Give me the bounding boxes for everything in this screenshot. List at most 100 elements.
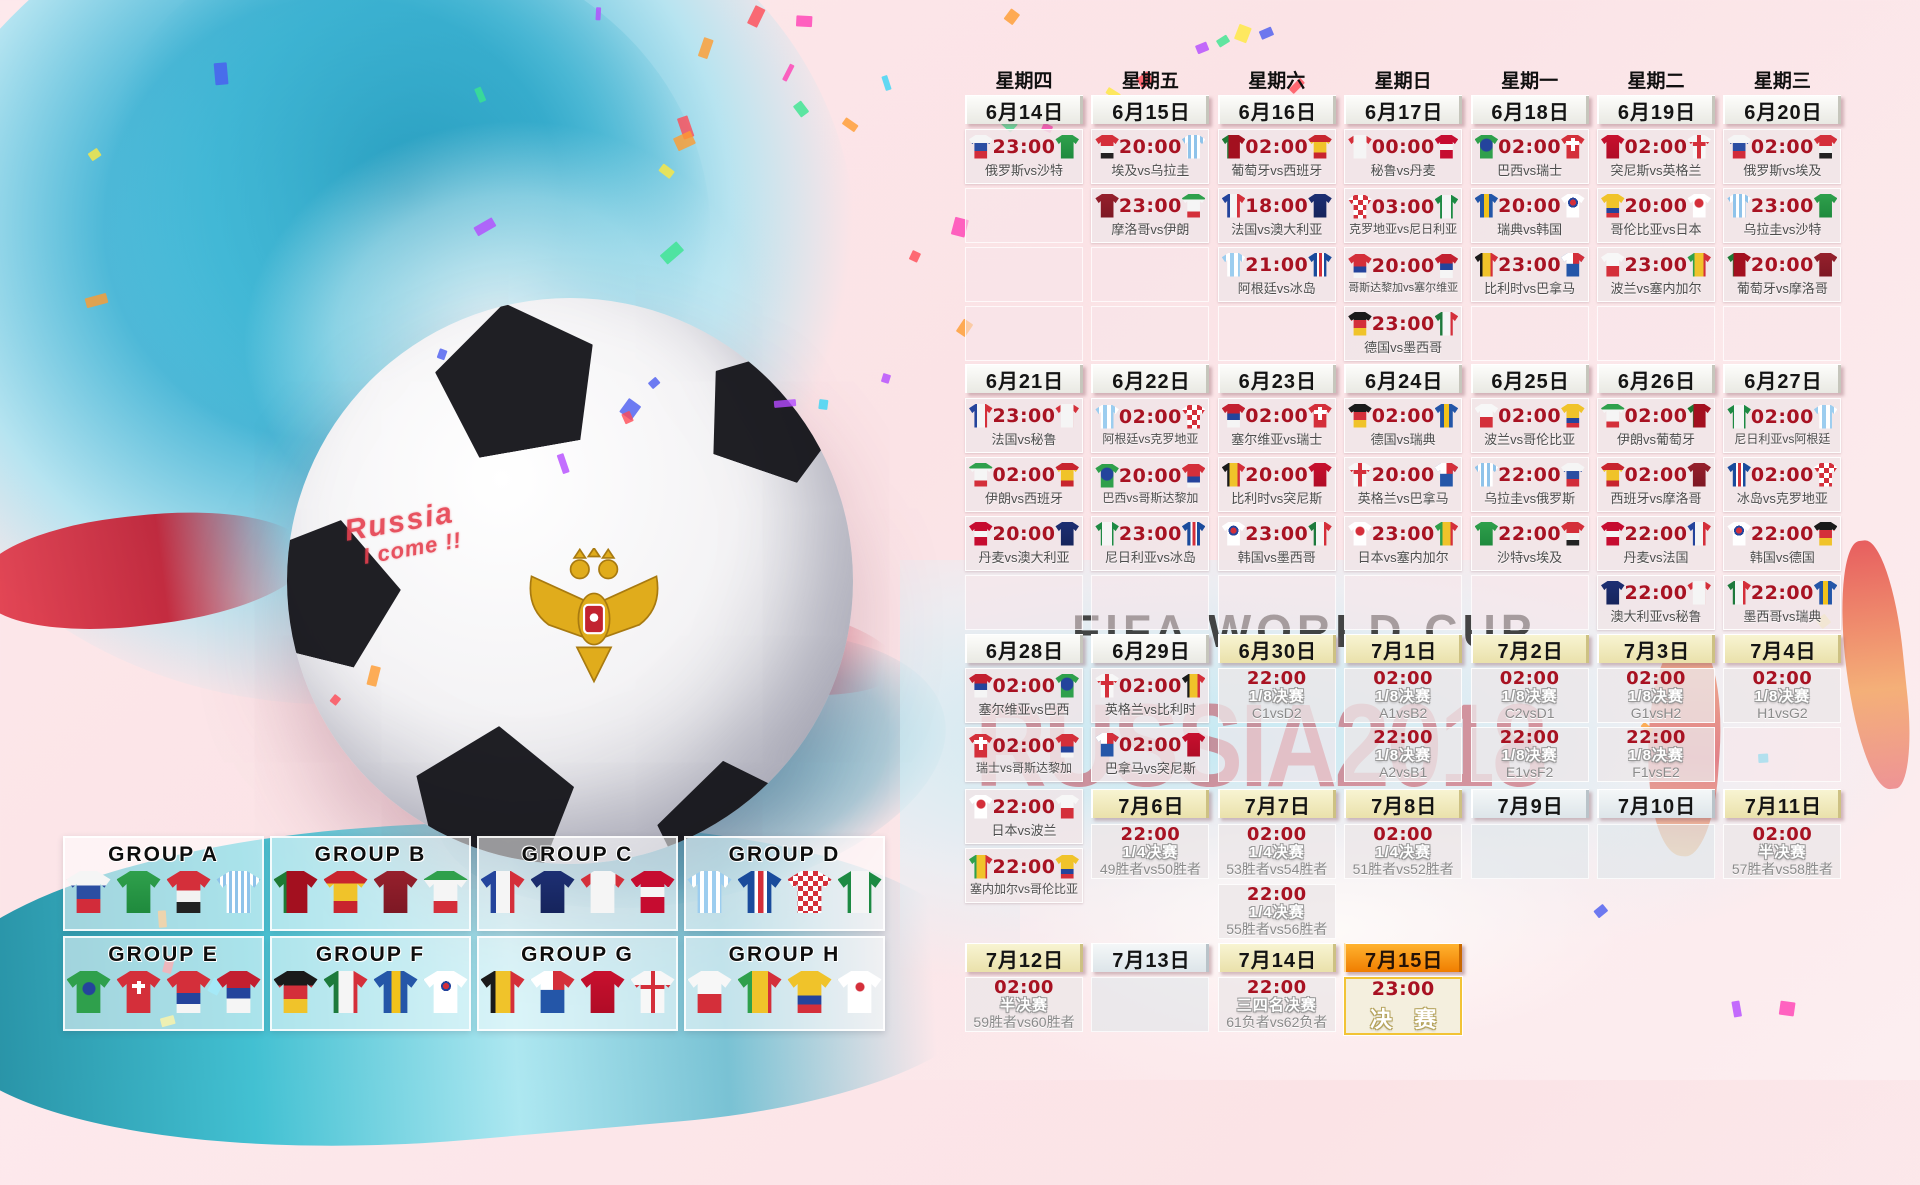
- team-jersey-icon: [1813, 193, 1838, 218]
- team-jersey-icon: [166, 971, 211, 1013]
- team-jersey-icon: [1308, 193, 1332, 218]
- match-time: 20:00: [1498, 194, 1562, 217]
- match-time-row: 23:00: [1219, 521, 1335, 546]
- team-jersey-icon: [530, 871, 575, 913]
- date-header: 6月20日: [1723, 95, 1842, 124]
- match-time-row: 02:00: [966, 733, 1082, 758]
- match-time: 22:00: [1624, 581, 1688, 604]
- knockout-time: 22:00: [1246, 977, 1307, 999]
- match-time-row: 20:00: [1598, 193, 1714, 218]
- match-teams-label: 比利时vs巴拿马: [1484, 280, 1576, 296]
- knockout-time: 22:00: [1246, 884, 1307, 906]
- match-time: 02:00: [1498, 404, 1562, 427]
- team-jersey-icon: [1055, 403, 1079, 428]
- match-time: 20:00: [1371, 463, 1435, 486]
- team-jersey-icon: [1601, 193, 1625, 218]
- team-jersey-icon: [1055, 794, 1079, 819]
- knockout-cell: 02:00 半决赛 59胜者vs60胜者: [965, 977, 1083, 1032]
- match-time: 23:00: [1371, 312, 1435, 335]
- match-time-row: 20:00: [1092, 463, 1208, 488]
- match-time: 02:00: [1624, 135, 1688, 158]
- match-time-row: 02:00: [1092, 673, 1208, 698]
- match-time-row: 02:00: [1598, 134, 1714, 159]
- match-time-row: 23:00: [966, 134, 1082, 159]
- stage-label: 1/8决赛: [1501, 747, 1558, 765]
- match-teams-label: 日本vs波兰: [991, 822, 1057, 838]
- match-teams-label: 波兰vs塞内加尔: [1610, 280, 1702, 296]
- match-teams-label: 沙特vs埃及: [1497, 549, 1563, 565]
- team-jersey-icon: [1434, 134, 1459, 159]
- match-time-row: 02:00: [1724, 134, 1840, 159]
- match-time-row: 02:00: [966, 673, 1082, 698]
- match-cell: 23:00 德国vs墨西哥: [1344, 306, 1463, 361]
- final-time: 23:00: [1371, 978, 1435, 1000]
- match-time: 22:00: [992, 855, 1056, 878]
- match-time: 02:00: [1371, 404, 1435, 427]
- match-teams-label: 丹麦vs澳大利亚: [978, 549, 1070, 565]
- stage-label: 三四名决赛: [1236, 997, 1317, 1015]
- knockout-cell: 02:00 1/8决赛 A1vsB2: [1344, 668, 1463, 723]
- match-cell: 00:00 秘鲁vs丹麦: [1344, 129, 1463, 184]
- match-time: 23:00: [1245, 522, 1309, 545]
- team-jersey-icon: [837, 971, 882, 1013]
- match-cell: 23:00 日本vs塞内加尔: [1344, 516, 1463, 571]
- match-time-row: 20:00: [1345, 462, 1461, 487]
- match-time: 23:00: [1750, 194, 1814, 217]
- match-time: 20:00: [1245, 463, 1309, 486]
- weekday-label: 星期五: [1121, 70, 1179, 92]
- group-box: GROUP A: [63, 836, 264, 931]
- group-title: GROUP E: [108, 943, 219, 966]
- match-time-row: 00:00: [1345, 134, 1461, 159]
- empty-cell: [1597, 306, 1715, 361]
- match-time-row: 20:00: [1724, 252, 1840, 277]
- match-time-row: 23:00: [1345, 521, 1461, 546]
- match-time-row: 02:00: [1598, 403, 1714, 428]
- match-teams-label: 日本vs塞内加尔: [1357, 549, 1449, 565]
- team-jersey-icon: [1095, 732, 1119, 757]
- knockout-time: 22:00: [1499, 727, 1560, 749]
- match-cell: 23:00 摩洛哥vs伊朗: [1091, 188, 1210, 243]
- date-header: 6月21日: [965, 364, 1083, 393]
- team-jersey-icon: [1561, 134, 1585, 159]
- match-teams-label: 澳大利亚vs秘鲁: [1610, 608, 1702, 624]
- match-time: 23:00: [1624, 253, 1688, 276]
- group-jersey-row: [687, 971, 882, 1013]
- empty-cell: [1344, 575, 1463, 630]
- match-cell: 02:00 尼日利亚vs阿根廷: [1723, 398, 1842, 453]
- stage-label: 1/8决赛: [1248, 688, 1305, 706]
- team-jersey-icon: [1095, 193, 1119, 218]
- match-teams-label: 埃及vs乌拉圭: [1111, 162, 1190, 178]
- empty-cell: [1217, 575, 1336, 630]
- match-teams-label: 阿根廷vs冰岛: [1237, 280, 1316, 296]
- knockout-cell: 02:00 1/8决赛 G1vsH2: [1597, 668, 1715, 723]
- match-cell: 02:00 伊朗vs葡萄牙: [1597, 398, 1715, 453]
- team-jersey-icon: [1601, 521, 1625, 546]
- team-jersey-icon: [1474, 252, 1499, 277]
- match-teams-label: 伊朗vs葡萄牙: [1616, 431, 1695, 447]
- match-time: 23:00: [1371, 522, 1435, 545]
- match-teams-label: 乌拉圭vs俄罗斯: [1484, 490, 1576, 506]
- team-jersey-icon: [1474, 193, 1499, 218]
- team-jersey-icon: [1308, 521, 1332, 546]
- date-header: 7月14日: [1217, 943, 1336, 972]
- team-jersey-icon: [969, 794, 993, 819]
- match-cell: 02:00 伊朗vs西班牙: [965, 457, 1083, 512]
- team-jersey-icon: [737, 871, 782, 913]
- match-time: 18:00: [1245, 194, 1309, 217]
- team-jersey-icon: [166, 871, 211, 913]
- empty-cell: [1723, 306, 1842, 361]
- match-teams-label: 韩国vs墨西哥: [1237, 549, 1316, 565]
- match-cell: 02:00 突尼斯vs英格兰: [1597, 129, 1715, 184]
- match-time: 02:00: [992, 463, 1056, 486]
- match-teams-label: 德国vs瑞典: [1370, 431, 1436, 447]
- match-teams-label: 葡萄牙vs西班牙: [1231, 162, 1323, 178]
- stage-label: 1/4决赛: [1248, 844, 1305, 862]
- team-jersey-icon: [1561, 403, 1585, 428]
- match-time: 02:00: [1750, 135, 1814, 158]
- team-jersey-icon: [1348, 403, 1372, 428]
- team-jersey-icon: [1601, 134, 1625, 159]
- match-time: 02:00: [992, 674, 1056, 697]
- weekday-label: 星期二: [1627, 70, 1685, 92]
- team-jersey-icon: [969, 462, 993, 487]
- match-cell: 22:00 乌拉圭vs俄罗斯: [1470, 457, 1589, 512]
